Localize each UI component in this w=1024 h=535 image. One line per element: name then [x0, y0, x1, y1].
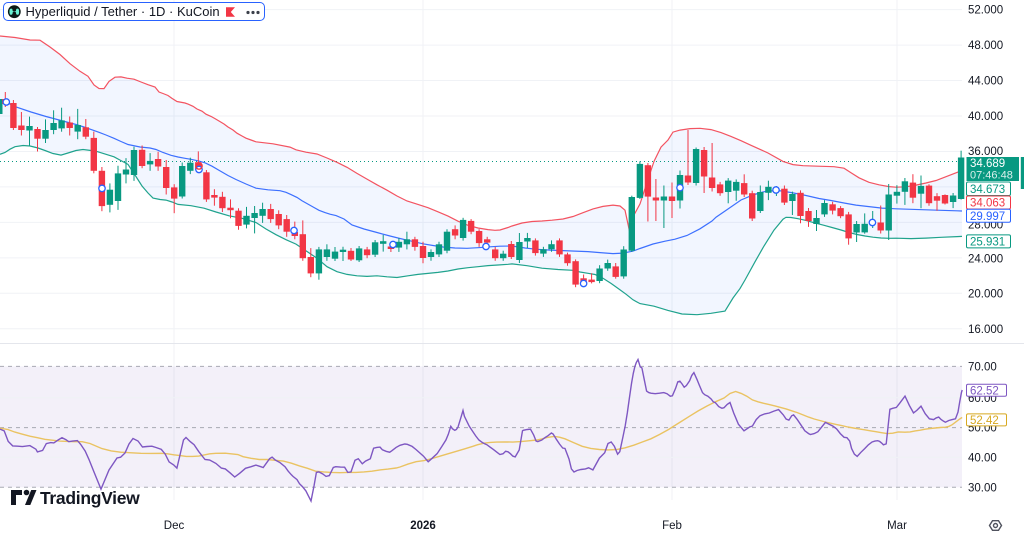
svg-text:20.000: 20.000 — [968, 289, 1003, 301]
svg-text:16.000: 16.000 — [968, 324, 1003, 336]
svg-text:25.931: 25.931 — [970, 236, 1005, 248]
svg-text:40.00: 40.00 — [968, 452, 997, 464]
svg-text:44.000: 44.000 — [968, 76, 1003, 88]
svg-text:Mar: Mar — [887, 520, 907, 532]
svg-text:07:46:48: 07:46:48 — [970, 170, 1013, 182]
svg-text:24.000: 24.000 — [968, 254, 1003, 266]
svg-text:2026: 2026 — [410, 520, 436, 532]
svg-text:34.673: 34.673 — [970, 184, 1005, 196]
svg-text:40.000: 40.000 — [968, 111, 1003, 123]
svg-text:34.063: 34.063 — [970, 198, 1005, 210]
svg-text:62.52: 62.52 — [970, 385, 999, 397]
svg-text:52.42: 52.42 — [970, 415, 999, 427]
svg-text:29.997: 29.997 — [970, 211, 1005, 223]
svg-text:36.000: 36.000 — [968, 146, 1003, 158]
svg-text:TradingView: TradingView — [40, 488, 140, 508]
svg-text:52.000: 52.000 — [968, 5, 1003, 17]
svg-text:30.00: 30.00 — [968, 482, 997, 494]
svg-text:Dec: Dec — [164, 520, 185, 532]
svg-text:Feb: Feb — [662, 520, 682, 532]
svg-text:34.689: 34.689 — [970, 158, 1005, 170]
svg-text:Hyperliquid / Tether · 1D · Ku: Hyperliquid / Tether · 1D · KuCoin — [26, 4, 220, 19]
svg-text:48.000: 48.000 — [968, 40, 1003, 52]
svg-text:70.00: 70.00 — [968, 361, 997, 373]
